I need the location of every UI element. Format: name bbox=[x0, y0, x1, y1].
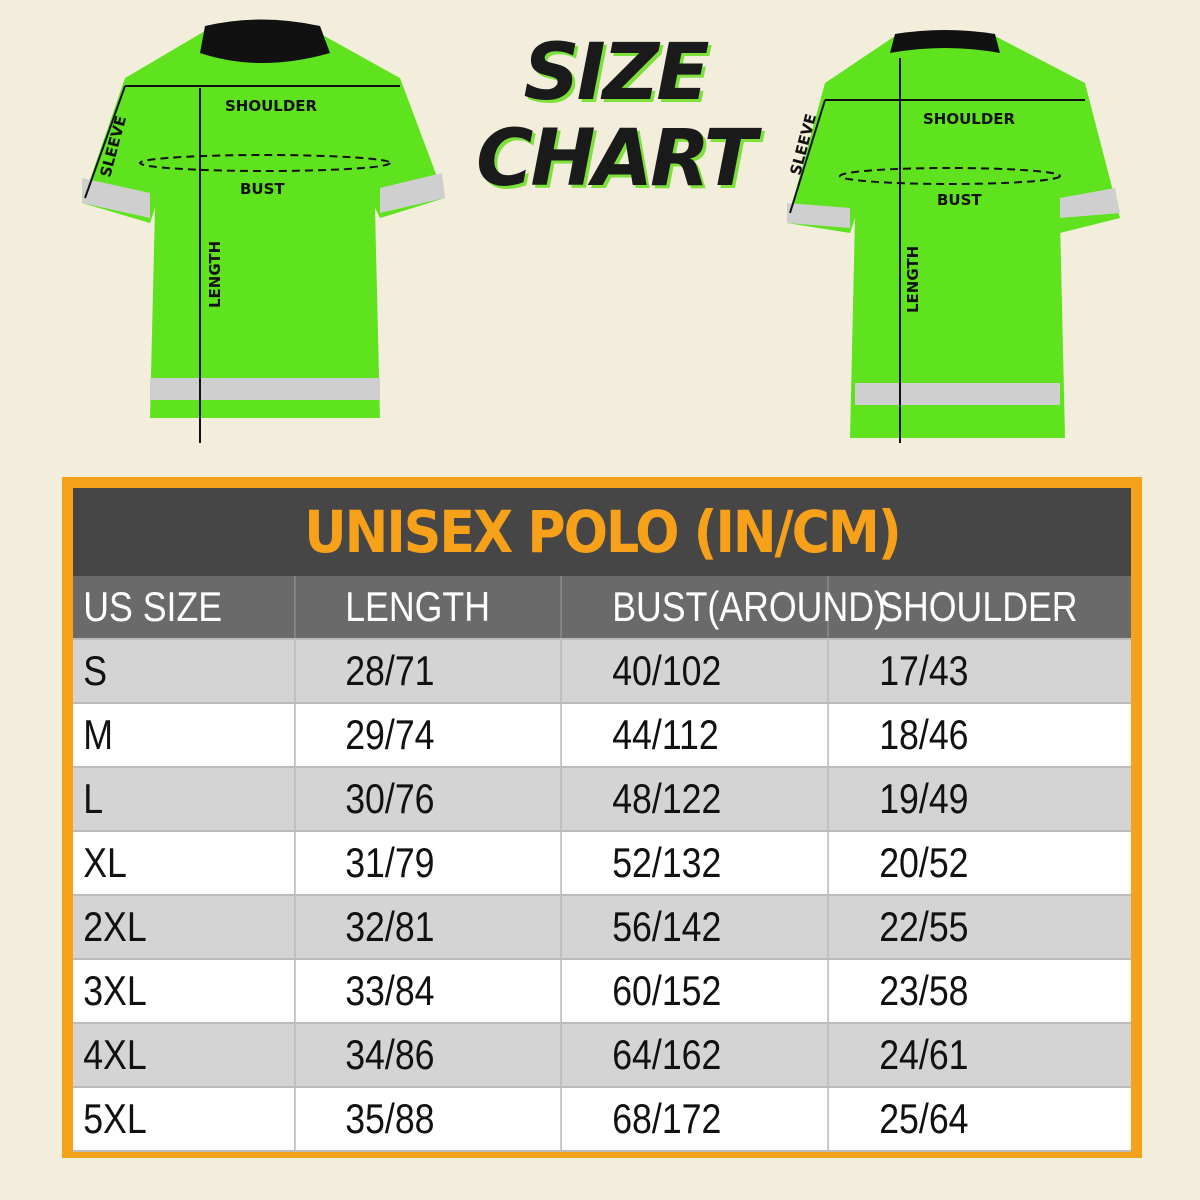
front-shoulder-label: SHOULDER bbox=[225, 97, 318, 115]
table-cell: 22/55 bbox=[879, 903, 969, 950]
table-cell: 5XL bbox=[73, 1088, 296, 1150]
table-cell: 23/58 bbox=[879, 967, 969, 1014]
table-cell: XL bbox=[73, 832, 296, 894]
table-cell: 25/64 bbox=[879, 1095, 969, 1142]
front-length-label: LENGTH bbox=[206, 241, 224, 308]
header-cell: LENGTH bbox=[335, 576, 562, 638]
table-cell: 33/84 bbox=[335, 960, 562, 1022]
table-cell: 32/81 bbox=[335, 896, 562, 958]
table-cell: M bbox=[73, 704, 296, 766]
table-cell: 19/49 bbox=[879, 775, 969, 822]
table-row: 2XL 32/81 56/142 22/55 bbox=[73, 896, 1131, 960]
table-cell: 64/162 bbox=[602, 1024, 829, 1086]
table-cell: 48/122 bbox=[602, 768, 829, 830]
table-row: S 28/71 40/102 17/43 bbox=[73, 640, 1131, 704]
table-cell: 29/74 bbox=[335, 704, 562, 766]
back-shoulder-label: SHOULDER bbox=[923, 110, 1016, 128]
table-cell: 34/86 bbox=[335, 1024, 562, 1086]
table-cell: S bbox=[73, 640, 296, 702]
table-cell: 17/43 bbox=[879, 647, 969, 694]
table-cell: 60/152 bbox=[602, 960, 829, 1022]
size-chart-title: SIZE CHART bbox=[476, 28, 757, 204]
table-cell: 3XL bbox=[73, 960, 296, 1022]
table-row: XL 31/79 52/132 20/52 bbox=[73, 832, 1131, 896]
table-cell: 30/76 bbox=[335, 768, 562, 830]
table-title: UNISEX POLO (IN/CM) bbox=[73, 488, 1131, 576]
back-shirt-diagram: SHOULDER BUST LENGTH SLEEVE bbox=[786, 30, 1120, 443]
front-bust-label: BUST bbox=[240, 180, 285, 198]
front-shirt-diagram: SHOULDER BUST LENGTH SLEEVE bbox=[82, 19, 445, 443]
table-cell: 35/88 bbox=[335, 1088, 562, 1150]
table-cell: 20/52 bbox=[879, 839, 969, 886]
table-row: 5XL 35/88 68/172 25/64 bbox=[73, 1088, 1131, 1152]
table-header-row: US SIZE LENGTH BUST(AROUND) SHOULDER bbox=[73, 576, 1131, 640]
header-cell: SHOULDER bbox=[879, 583, 1078, 630]
table-cell: 31/79 bbox=[335, 832, 562, 894]
header-cell: US SIZE bbox=[73, 576, 296, 638]
back-length-label: LENGTH bbox=[904, 246, 922, 313]
table-cell: 24/61 bbox=[879, 1031, 969, 1078]
table-row: L 30/76 48/122 19/49 bbox=[73, 768, 1131, 832]
table-row: M 29/74 44/112 18/46 bbox=[73, 704, 1131, 768]
table-row: 3XL 33/84 60/152 23/58 bbox=[73, 960, 1131, 1024]
table-cell: 18/46 bbox=[879, 711, 969, 758]
table-cell: L bbox=[73, 768, 296, 830]
table-cell: 28/71 bbox=[335, 640, 562, 702]
table-cell: 4XL bbox=[73, 1024, 296, 1086]
table-cell: 44/112 bbox=[602, 704, 829, 766]
table-cell: 68/172 bbox=[602, 1088, 829, 1150]
back-bust-label: BUST bbox=[937, 191, 982, 209]
size-table: UNISEX POLO (IN/CM) US SIZE LENGTH BUST(… bbox=[62, 477, 1142, 1158]
header-cell: BUST(AROUND) bbox=[602, 576, 886, 638]
table-cell: 56/142 bbox=[602, 896, 829, 958]
table-cell: 52/132 bbox=[602, 832, 829, 894]
table-cell: 40/102 bbox=[602, 640, 829, 702]
table-row: 4XL 34/86 64/162 24/61 bbox=[73, 1024, 1131, 1088]
table-cell: 2XL bbox=[73, 896, 296, 958]
